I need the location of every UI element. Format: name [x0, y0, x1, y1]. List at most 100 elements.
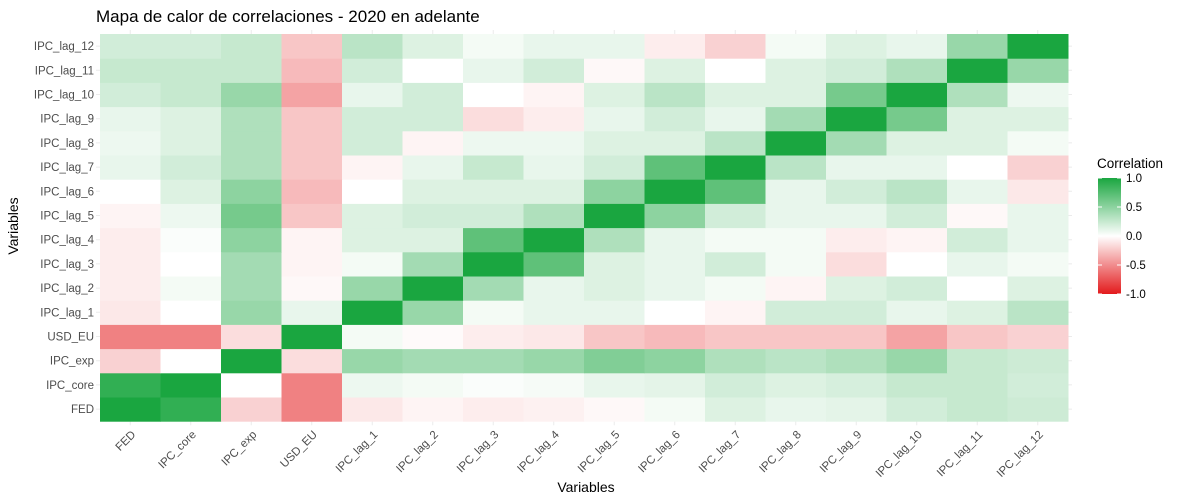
heatmap-cell-USD_EU-IPC_lag_4: [523, 324, 585, 350]
heatmap-cell-IPC_lag_4-IPC_exp: [221, 227, 282, 253]
heatmap-cell-IPC_lag_11-IPC_lag_11: [947, 58, 1008, 83]
heatmap-cell-IPC_lag_7-IPC_lag_11: [947, 155, 1008, 180]
heatmap-cell-IPC_lag_4-IPC_lag_2: [402, 227, 464, 253]
heatmap-cell-IPC_lag_5-IPC_core: [160, 203, 222, 229]
heatmap-cell-USD_EU-IPC_lag_10: [886, 324, 948, 350]
heatmap-cell-IPC_lag_4-IPC_lag_6: [644, 227, 706, 253]
heatmap-cell-IPC_exp-FED: [100, 348, 161, 374]
heatmap-cell-IPC_lag_6-IPC_lag_12: [1007, 179, 1069, 204]
heatmap-cell-IPC_lag_11-IPC_core: [160, 58, 222, 83]
y-axis-title: Variables: [5, 197, 21, 254]
heatmap-cell-IPC_lag_4-IPC_core: [160, 227, 222, 253]
heatmap-cell-IPC_lag_7-IPC_lag_12: [1007, 155, 1069, 180]
heatmap-cell-IPC_exp-IPC_lag_7: [705, 348, 766, 374]
heatmap-cell-IPC_exp-IPC_lag_10: [886, 348, 948, 374]
y-tick-label: IPC_lag_6: [40, 186, 94, 198]
heatmap-cell-IPC_lag_5-IPC_exp: [221, 203, 282, 229]
heatmap-cell-IPC_lag_1-IPC_lag_11: [947, 300, 1008, 325]
heatmap-cell-IPC_lag_4-IPC_lag_12: [1007, 227, 1069, 253]
heatmap-cell-IPC_lag_11-IPC_exp: [221, 58, 282, 83]
heatmap-cell-IPC_lag_11-IPC_lag_5: [584, 58, 645, 83]
heatmap-cell-IPC_exp-IPC_lag_9: [826, 348, 887, 374]
heatmap-cell-IPC_lag_8-IPC_exp: [221, 130, 282, 156]
heatmap-cell-IPC_lag_1-FED: [100, 300, 161, 325]
heatmap-cell-IPC_lag_5-IPC_lag_5: [584, 203, 645, 229]
heatmap-cell-IPC_lag_4-IPC_lag_5: [584, 227, 645, 253]
heatmap-cell-IPC_lag_2-FED: [100, 276, 161, 301]
heatmap-cell-IPC_lag_12-IPC_lag_5: [584, 34, 645, 59]
heatmap-cell-IPC_lag_3-IPC_lag_7: [705, 251, 766, 277]
x-tick-label: IPC_lag_3: [455, 429, 501, 475]
heatmap-cell-IPC_lag_12-IPC_lag_12: [1007, 34, 1069, 59]
heatmap-cell-IPC_lag_8-IPC_core: [160, 130, 222, 156]
y-tick-label: IPC_core: [46, 380, 94, 392]
heatmap-cell-IPC_lag_10-IPC_exp: [221, 82, 282, 108]
heatmap-cell-FED-USD_EU: [281, 397, 343, 422]
heatmap-cell-IPC_lag_6-IPC_lag_9: [826, 179, 887, 204]
heatmap-cell-IPC_lag_9-IPC_lag_9: [826, 106, 887, 132]
heatmap-cell-IPC_lag_4-IPC_lag_7: [705, 227, 766, 253]
heatmap-cell-IPC_lag_9-IPC_lag_7: [705, 106, 766, 132]
heatmap-cell-IPC_lag_12-USD_EU: [281, 34, 343, 59]
legend-tick-label: -0.5: [1126, 260, 1146, 272]
heatmap-cell-USD_EU-IPC_lag_11: [947, 324, 1008, 350]
heatmap-cell-FED-IPC_lag_11: [947, 397, 1008, 422]
heatmap-cell-IPC_lag_1-IPC_lag_5: [584, 300, 645, 325]
heatmap-cell-IPC_lag_3-IPC_lag_3: [463, 251, 524, 277]
heatmap-cell-IPC_lag_9-IPC_lag_8: [765, 106, 827, 132]
heatmap-cell-IPC_core-IPC_core: [160, 372, 222, 398]
color-legend: Correlation 1.0 0.5 0.0 -0.5 -1.0: [1097, 156, 1163, 301]
heatmap-cell-IPC_lag_9-USD_EU: [281, 106, 343, 132]
heatmap-cell-IPC_lag_7-IPC_lag_6: [644, 155, 706, 180]
x-tick-label: IPC_lag_2: [394, 429, 440, 475]
heatmap-cell-IPC_core-IPC_exp: [221, 372, 282, 398]
heatmap-cell-IPC_lag_6-IPC_lag_7: [705, 179, 766, 204]
heatmap-cell-IPC_lag_2-IPC_core: [160, 276, 222, 301]
heatmap-cell-IPC_lag_11-IPC_lag_10: [886, 58, 948, 83]
legend-tick-label: 1.0: [1126, 173, 1142, 185]
heatmap-cell-FED-IPC_lag_2: [402, 397, 464, 422]
heatmap-cell-IPC_lag_12-IPC_lag_2: [402, 34, 464, 59]
heatmap-cell-IPC_lag_2-IPC_lag_7: [705, 276, 766, 301]
heatmap-cell-IPC_lag_10-IPC_lag_4: [523, 82, 585, 108]
heatmap-cell-IPC_core-IPC_lag_9: [826, 372, 887, 398]
heatmap-cell-IPC_lag_12-IPC_lag_8: [765, 34, 827, 59]
heatmap-cell-IPC_lag_11-IPC_lag_6: [644, 58, 706, 83]
heatmap-cell-IPC_lag_11-IPC_lag_4: [523, 58, 585, 83]
heatmap-cell-IPC_lag_4-FED: [100, 227, 161, 253]
heatmap-cell-FED-IPC_lag_8: [765, 397, 827, 422]
heatmap-cell-IPC_lag_9-IPC_lag_4: [523, 106, 585, 132]
y-tick-label: IPC_lag_1: [40, 307, 94, 319]
y-tick-label: FED: [71, 404, 94, 416]
heatmap-cell-IPC_lag_3-IPC_core: [160, 251, 222, 277]
heatmap-cell-IPC_lag_9-FED: [100, 106, 161, 132]
heatmap-cell-IPC_lag_10-IPC_lag_11: [947, 82, 1008, 108]
heatmap-cell-IPC_lag_9-IPC_exp: [221, 106, 282, 132]
heatmap-cell-FED-IPC_lag_10: [886, 397, 948, 422]
heatmap-cell-IPC_lag_7-IPC_lag_3: [463, 155, 524, 180]
heatmap-cell-IPC_lag_6-IPC_lag_3: [463, 179, 524, 204]
heatmap-cell-IPC_lag_10-IPC_lag_5: [584, 82, 645, 108]
heatmap-cell-IPC_lag_12-IPC_lag_11: [947, 34, 1008, 59]
heatmap-cell-IPC_lag_7-IPC_lag_4: [523, 155, 585, 180]
legend-title: Correlation: [1097, 156, 1163, 171]
heatmap-cell-IPC_lag_11-IPC_lag_7: [705, 58, 766, 83]
heatmap-cell-IPC_lag_2-IPC_lag_1: [342, 276, 403, 301]
heatmap-cell-IPC_lag_3-FED: [100, 251, 161, 277]
heatmap-cell-IPC_lag_6-IPC_lag_2: [402, 179, 464, 204]
heatmap-cell-IPC_lag_10-IPC_lag_10: [886, 82, 948, 108]
heatmap-cell-IPC_lag_8-IPC_lag_10: [886, 130, 948, 156]
y-tick-label: IPC_lag_2: [40, 283, 94, 295]
heatmap-cell-IPC_lag_3-USD_EU: [281, 251, 343, 277]
heatmap-cell-IPC_lag_3-IPC_lag_12: [1007, 251, 1069, 277]
heatmap-cell-FED-IPC_lag_12: [1007, 397, 1069, 422]
heatmap-cell-IPC_lag_7-IPC_lag_10: [886, 155, 948, 180]
heatmap-cell-USD_EU-IPC_lag_1: [342, 324, 403, 350]
heatmap-cell-IPC_core-IPC_lag_5: [584, 372, 645, 398]
chart-title: Mapa de calor de correlaciones - 2020 en…: [96, 7, 480, 26]
heatmap-cell-IPC_lag_2-IPC_lag_12: [1007, 276, 1069, 301]
y-tick-label: IPC_lag_3: [40, 259, 94, 271]
heatmap-cell-IPC_core-IPC_lag_11: [947, 372, 1008, 398]
x-tick-label: IPC_lag_4: [515, 428, 562, 475]
heatmap-cell-IPC_lag_1-IPC_lag_4: [523, 300, 585, 325]
